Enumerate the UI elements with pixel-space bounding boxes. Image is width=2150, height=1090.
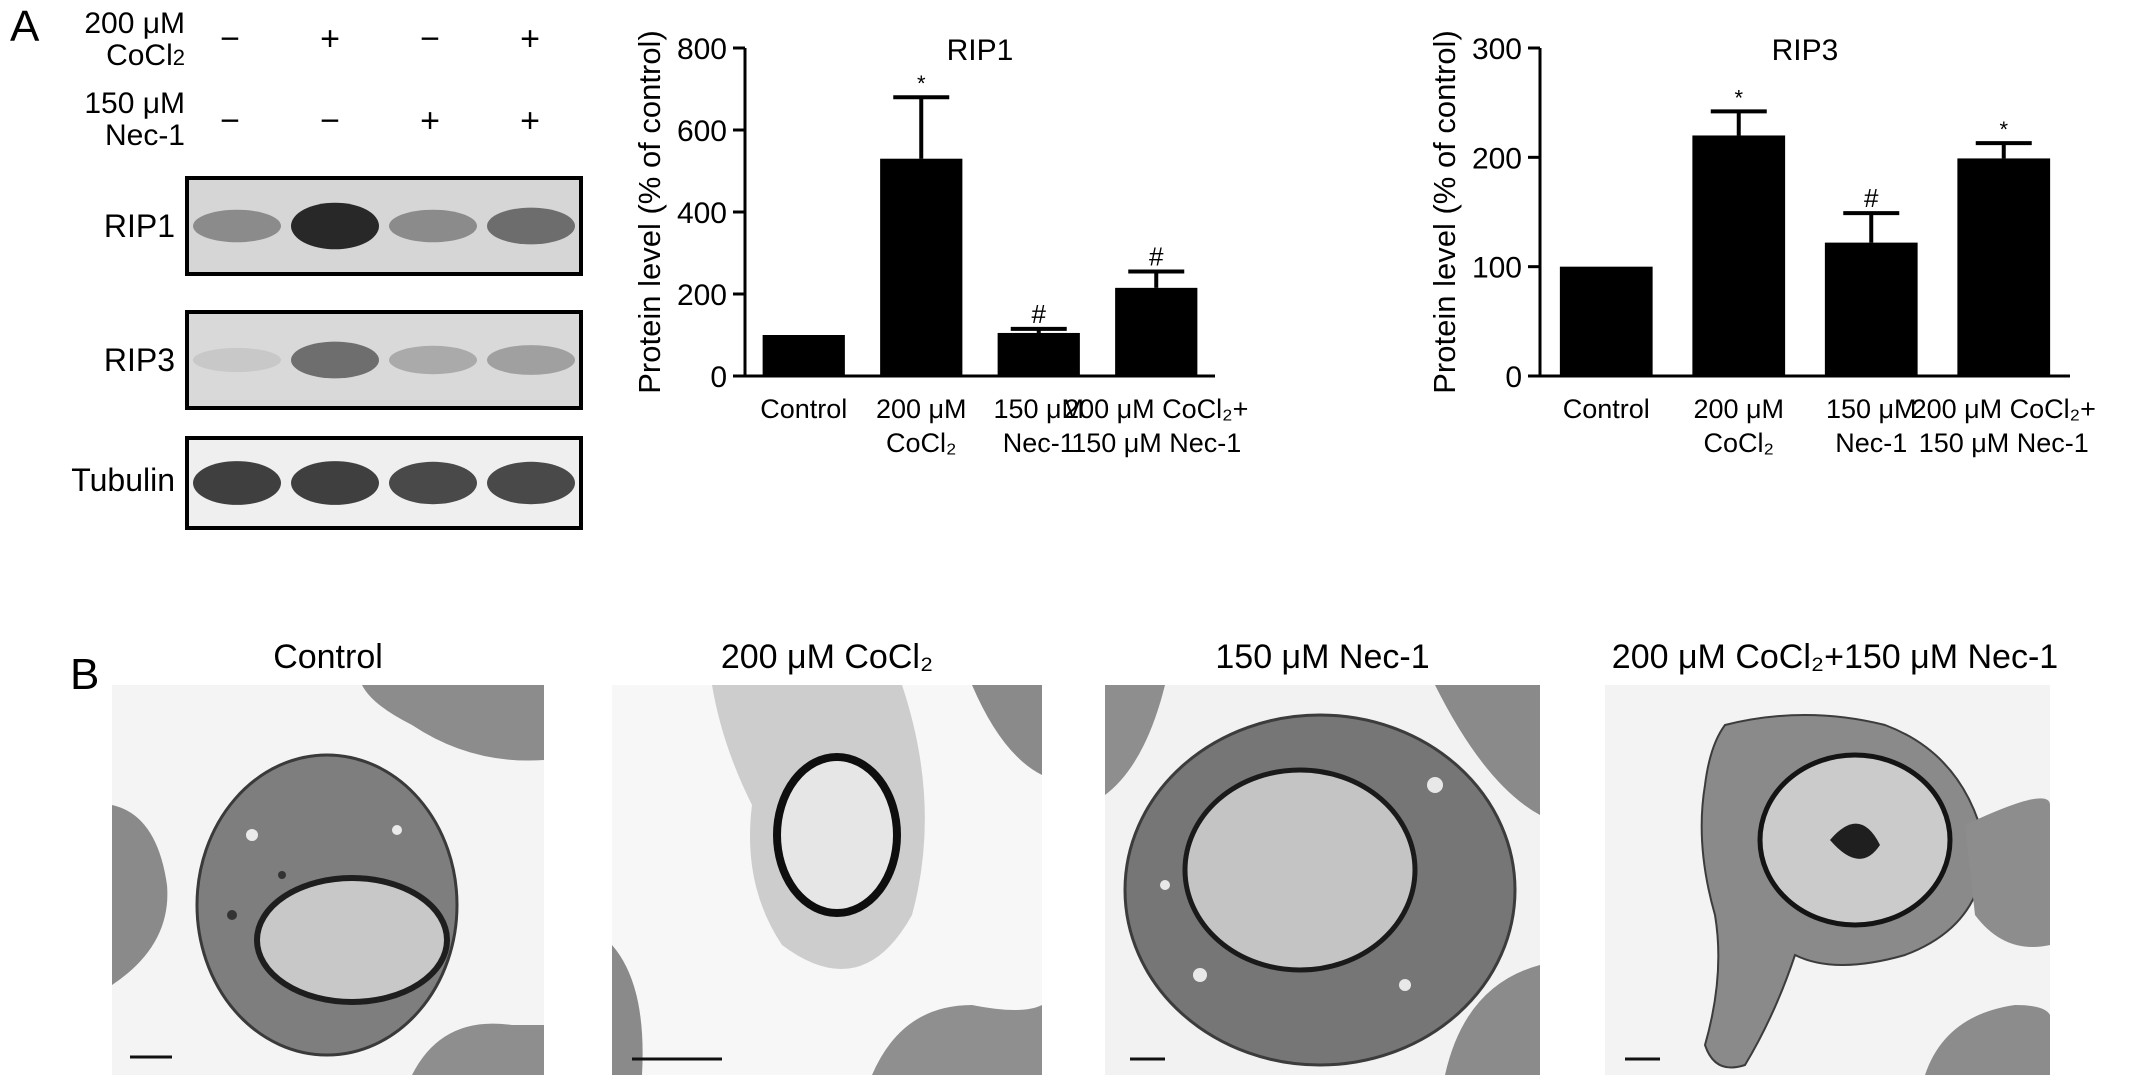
chart1-ytick-label: 800 [677, 33, 727, 66]
blot-rip1 [185, 176, 583, 276]
chart2-category-label-1: Control [1563, 394, 1650, 424]
panel-b-letter: B [70, 650, 100, 699]
sign-nec1-lane4: + [520, 102, 540, 140]
em-image-combined-drawing [1605, 685, 2050, 1075]
blot-band-rip3-lane1 [193, 347, 281, 373]
chart2-annotation-3: # [1864, 183, 1879, 213]
treatment-label-cocl2: 200 μM CoCl2 [40, 8, 185, 74]
chart2-bar-2 [1692, 135, 1786, 376]
treatment-nec1-agent: Nec-1 [104, 119, 185, 152]
chart2-category-label-4: 200 μM CoCl₂+ [1912, 394, 2096, 424]
chart2-bar-1 [1559, 266, 1653, 376]
blot-band-tubulin-lane2 [291, 461, 379, 505]
blot-band-tubulin-lane4 [487, 461, 575, 505]
blot-tubulin-bands [193, 461, 575, 505]
blot-band-rip1-lane1 [193, 209, 281, 243]
blot-rip1-bands [193, 202, 575, 250]
chart2-ytick-label: 300 [1472, 33, 1522, 66]
em-image-combined [1605, 685, 2050, 1075]
chart2-category-label-2: 200 μM [1693, 394, 1784, 424]
chart1-ytick-label: 400 [677, 197, 727, 230]
blot-band-rip3-lane2 [291, 341, 379, 379]
chart-rip3: 0 100 200 300 RIP3 Protein level (% of contro… [1427, 30, 2096, 458]
chart1-category-label-3: 150 μM [993, 394, 1084, 424]
chart1-category-label-2: CoCl₂ [886, 428, 957, 458]
blot-rip3 [185, 310, 583, 410]
sign-cocl2-lane3: − [420, 20, 440, 58]
chart2-ytick-label: 0 [1505, 361, 1522, 394]
chart2-ylabel: Protein level (% of control) [1427, 30, 1462, 394]
blot-band-rip3-lane4 [487, 345, 575, 375]
treatment-label-nec1: 150 μM Nec-1 [40, 88, 185, 152]
em-image-control-drawing [112, 685, 544, 1075]
treatment-cocl2-subscript: 2 [172, 45, 185, 70]
treatment-cocl2-dose: 200 μM [84, 7, 185, 40]
blot-band-rip1-lane2 [291, 202, 379, 250]
em-image-cocl2 [612, 685, 1042, 1075]
chart1-ytick-label: 200 [677, 279, 727, 312]
chart2-category-label-3: Nec-1 [1835, 428, 1907, 458]
chart1-bar-3 [997, 332, 1080, 376]
chart1-category-label-2: 200 μM [876, 394, 967, 424]
treatment-nec1-dose: 150 μM [84, 87, 185, 120]
chart2-ytick-label: 200 [1472, 142, 1522, 175]
chart1-bar-2 [880, 158, 963, 376]
chart1-bar-1 [762, 335, 845, 376]
em-image-control [112, 685, 544, 1075]
chart1-ytick-label: 600 [677, 115, 727, 148]
sign-nec1-lane2: − [320, 102, 340, 140]
panel-a-letter: A [10, 2, 40, 51]
chart2-ytick-label: 100 [1472, 252, 1522, 285]
treatment-cocl2-agent-text: CoCl [106, 39, 173, 72]
chart2-bar-3 [1824, 242, 1918, 376]
chart1-category-label-1: Control [760, 394, 847, 424]
blot-band-tubulin-lane1 [193, 461, 281, 505]
chart2-title: RIP3 [1772, 34, 1839, 67]
blot-label-rip1: RIP1 [103, 208, 175, 244]
em-title-control: Control [273, 638, 383, 676]
blot-band-tubulin-lane3 [389, 461, 477, 505]
em-title-nec1: 150 μM Nec-1 [1215, 638, 1430, 676]
sign-cocl2-lane1: − [220, 20, 240, 58]
chart2-annotation-2: * [1734, 85, 1743, 110]
blot-tubulin [185, 436, 583, 530]
chart1-annotation-4: # [1149, 241, 1164, 271]
sign-nec1-lane1: − [220, 102, 240, 140]
em-image-cocl2-drawing [612, 685, 1042, 1075]
chart1-ylabel: Protein level (% of control) [632, 30, 667, 394]
em-image-nec1 [1105, 685, 1540, 1075]
blot-label-tubulin: Tubulin [71, 462, 175, 498]
chart2-category-label-3: 150 μM [1826, 394, 1917, 424]
blot-rip3-bands [193, 341, 575, 379]
sign-nec1-lane3: + [420, 102, 440, 140]
em-title-combined: 200 μM CoCl₂+150 μM Nec-1 [1611, 638, 2059, 676]
sign-cocl2-lane2: + [320, 20, 340, 58]
chart1-ytick-label: 0 [710, 361, 727, 394]
chart1-bar-4 [1115, 287, 1198, 376]
chart1-title: RIP1 [947, 34, 1014, 67]
blot-band-rip3-lane3 [389, 345, 477, 375]
chart2-category-label-4: 150 μM Nec-1 [1919, 428, 2089, 458]
chart2-bar-4 [1957, 158, 2051, 376]
chart1-annotation-3: # [1032, 299, 1047, 329]
chart2-category-label-2: CoCl₂ [1704, 428, 1775, 458]
blot-band-rip1-lane3 [389, 209, 477, 243]
chart1-category-label-4: 200 μM CoCl₂+ [1064, 394, 1248, 424]
blot-label-rip3: RIP3 [103, 342, 175, 378]
sign-cocl2-lane4: + [520, 20, 540, 58]
treatment-cocl2-agent: CoCl2 [40, 40, 185, 74]
chart2-annotation-4: * [1999, 117, 2008, 142]
em-image-nec1-drawing [1105, 685, 1540, 1075]
em-title-cocl2: 200 μM CoCl₂ [720, 638, 934, 676]
blot-band-rip1-lane4 [487, 207, 575, 245]
chart1-annotation-2: * [917, 71, 926, 96]
chart1-category-label-4: 150 μM Nec-1 [1071, 428, 1241, 458]
chart-rip1: 0 200 400 600 800 RIP1 Protein level (% of con… [632, 30, 1248, 458]
chart1-category-label-3: Nec-1 [1003, 428, 1075, 458]
